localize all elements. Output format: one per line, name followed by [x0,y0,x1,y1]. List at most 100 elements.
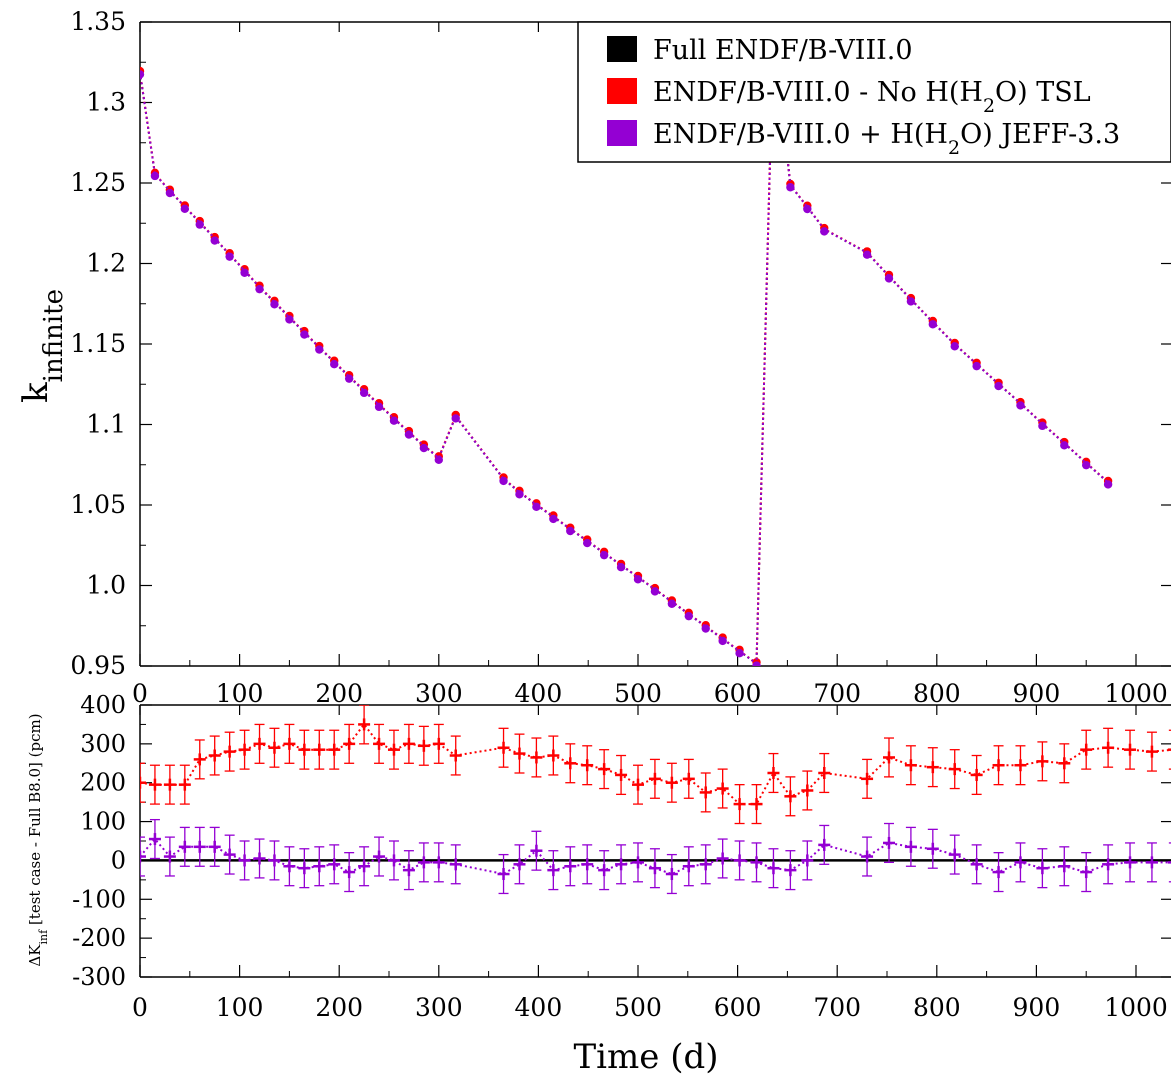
series-2 [140,27,1113,666]
legend-swatch [607,120,637,146]
data-point [434,455,443,465]
top-panel: 0.95 1.0 1.05 1.1 1.15 1.2 1.25 1.3 1.35 0 100 200 3… [16,7,1171,708]
y-tick-label: 0 [111,846,126,874]
y-tick-label: 1.05 [70,490,126,519]
x-axis-label: Time (d) [573,1037,718,1077]
x-tick-label: 100 [216,993,264,1022]
data-point [566,526,575,536]
y-tick-label: 1.35 [70,7,126,36]
y-axis-label: ΔKinf [test case - Full B8.0] (pcm) [26,713,50,966]
y-tick-label: 100 [80,808,126,836]
x-tick-label: 100 [216,679,264,708]
x-tick-label: 0 [132,679,148,708]
data-point [210,236,219,245]
data-point [1082,460,1091,470]
data-point [718,636,727,646]
x-tick-label: 800 [913,679,961,708]
data-point [344,374,354,383]
data-point [300,330,309,339]
data-point [884,274,894,283]
legend-label-part: O) JEFF-3.3 [960,119,1120,150]
plot-area [140,705,1171,895]
data-point [270,300,279,309]
y-tick-label: 1.2 [86,249,126,278]
x-tick-label: 500 [614,679,662,708]
x-tick-label: 0 [132,993,148,1022]
data-point [150,171,160,181]
legend-label-part: O) TSL [995,77,1091,108]
y-tick-label: 1.25 [70,168,126,197]
data-point [240,268,249,277]
y-axis-label-main: ΔK [26,944,44,967]
x-tick-label: 800 [913,993,961,1022]
x-tick-label: 200 [315,679,363,708]
data-point [972,361,981,371]
x-tick-label: 500 [614,993,662,1022]
x-tick-label: 600 [714,993,762,1022]
x-tick-label: 1000 [1104,993,1168,1022]
y-tick-label: -200 [72,924,126,952]
data-point [549,514,558,524]
data-point [752,661,761,666]
legend-label-sub: 2 [948,137,960,159]
legend-swatch [607,78,637,104]
x-tick-label: 900 [1013,679,1061,708]
data-point [499,476,508,486]
data-point [225,252,234,261]
y-axis-label: kinfinite [16,289,69,403]
legend-box [577,21,1171,163]
data-point [515,490,524,499]
bottom-panel: -300 -200 -100 0 100 200 300 400 0 100 200 300 400 50… [26,691,1171,1077]
data-point [994,381,1003,391]
x-tick-label: 400 [515,679,563,708]
legend-label: ENDF/B-VIII.0 - No H(H2O) TSL [653,77,1091,117]
y-tick-label: 300 [80,730,126,758]
y-axis-label-rest: [test case - Full B8.0] (pcm) [26,713,44,929]
y-tick-label: 0.95 [70,651,126,680]
y-tick-label: -300 [72,963,126,991]
y-tick-label: 1.3 [86,88,126,117]
x-tick-label: 200 [315,993,363,1022]
data-point [667,599,677,608]
x-tick-label: 400 [515,993,563,1022]
data-point [165,188,175,198]
x-tick-label: 700 [813,679,861,708]
legend-label-part: ENDF/B-VIII.0 + H(H [653,119,948,150]
data-point [359,388,369,398]
data-point [195,220,204,229]
data-point [1103,480,1113,489]
data-point [140,70,145,79]
data-point [389,416,399,425]
data-point [315,345,324,354]
legend-label-part: Full ENDF/B-VIII.0 [653,35,913,66]
data-point [1016,401,1025,410]
series-line [140,29,1109,666]
x-tick-label: 600 [714,679,762,708]
data-point [599,550,609,560]
data-point [451,414,460,423]
y-tick-label: 1.0 [86,571,126,600]
legend-swatch [607,36,637,62]
series-1 [140,705,1171,825]
data-point [180,204,190,214]
data-point [1060,441,1069,450]
data-point [255,284,264,294]
data-point [532,502,541,512]
data-point [404,430,414,439]
data-point [583,538,592,548]
legend-label: Full ENDF/B-VIII.0 [653,35,913,66]
y-tick-label: 1.1 [86,410,126,439]
y-tick-label: 200 [80,769,126,797]
y-axis-label-main: k [16,382,56,403]
x-tick-label: 700 [813,993,861,1022]
legend: Full ENDF/B-VIII.0 ENDF/B-VIII.0 - No H(H… [577,21,1171,163]
data-point [928,320,938,329]
data-point [786,183,795,192]
legend-label: ENDF/B-VIII.0 + H(H2O) JEFF-3.3 [653,119,1120,159]
data-point [419,443,429,453]
data-point [820,227,829,236]
x-tick-label: 300 [415,993,463,1022]
data-point [616,563,626,572]
data-point [701,624,710,633]
